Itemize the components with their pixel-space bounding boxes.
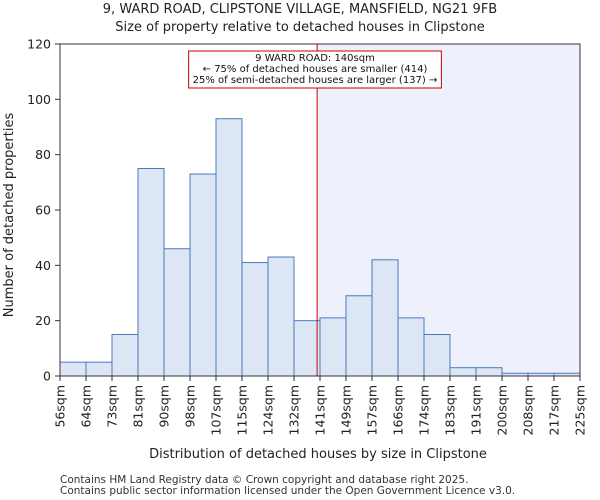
x-tick-label: 149sqm [339,385,354,435]
bar-191sqm [475,367,503,377]
bar-132sqm [293,320,321,377]
x-tick-label: 98sqm [183,385,198,428]
x-tick-label: 208sqm [521,385,536,435]
x-tick-label: 141sqm [313,385,328,435]
x-axis: 56sqm 64sqm 73sqm 81sqm 90sqm 98sqm 107sqm 115s… [53,376,588,435]
bar-149sqm [345,295,373,377]
y-tick-label: 0 [43,369,51,384]
x-tick-label: 200sqm [495,385,510,435]
y-tick-label: 100 [27,92,51,107]
x-tick-label: 225sqm [573,385,588,435]
bar-157sqm [371,259,399,377]
bar-174sqm [423,334,451,377]
x-tick-label: 115sqm [235,385,250,435]
bar-56sqm [59,361,87,377]
y-tick-label: 60 [35,203,51,218]
x-tick-label: 217sqm [547,385,562,435]
bar-183sqm [449,367,477,377]
x-tick-label: 64sqm [79,385,94,428]
bar-166sqm [397,317,425,377]
annotation-line-3: 25% of semi-detached houses are larger (… [193,75,438,86]
x-tick-label: 166sqm [391,385,406,435]
bar-107sqm [215,118,243,377]
x-tick-label: 157sqm [365,385,380,435]
bar-64sqm [85,361,113,377]
footer-line-2: Contains public sector information licen… [60,485,515,497]
annotation-line-1: 9 WARD ROAD: 140sqm [255,53,375,64]
x-tick-label: 107sqm [209,385,224,435]
x-tick-label: 191sqm [469,385,484,435]
y-axis: 0 20 40 60 80 100 120 [27,37,60,384]
footer-line-1: Contains HM Land Registry data © Crown c… [60,474,468,486]
y-tick-label: 40 [35,258,51,273]
annotation-line-2: ← 75% of detached houses are smaller (41… [203,64,428,75]
y-axis-label: Number of detached properties [2,113,17,318]
x-tick-label: 183sqm [443,385,458,435]
bars [59,118,581,377]
bar-81sqm [137,168,165,377]
chart-title: 9, WARD ROAD, CLIPSTONE VILLAGE, MANSFIE… [103,2,497,17]
y-tick-label: 20 [35,313,51,328]
x-axis-label: Distribution of detached houses by size … [149,447,487,462]
bar-141sqm [319,317,347,377]
x-tick-label: 81sqm [131,385,146,428]
chart-subtitle: Size of property relative to detached ho… [115,20,484,35]
bar-98sqm [189,173,217,377]
bar-115sqm [241,262,269,377]
x-tick-label: 90sqm [157,385,172,428]
bar-73sqm [111,334,139,377]
bar-90sqm [163,248,191,377]
annotation-box [188,50,442,89]
x-tick-label: 56sqm [53,385,68,428]
y-tick-label: 120 [27,37,51,52]
x-tick-label: 73sqm [105,385,120,428]
y-tick-label: 80 [35,147,51,162]
x-tick-label: 132sqm [287,385,302,435]
x-tick-label: 124sqm [261,385,276,435]
x-tick-label: 174sqm [417,385,432,435]
bar-124sqm [267,256,295,377]
